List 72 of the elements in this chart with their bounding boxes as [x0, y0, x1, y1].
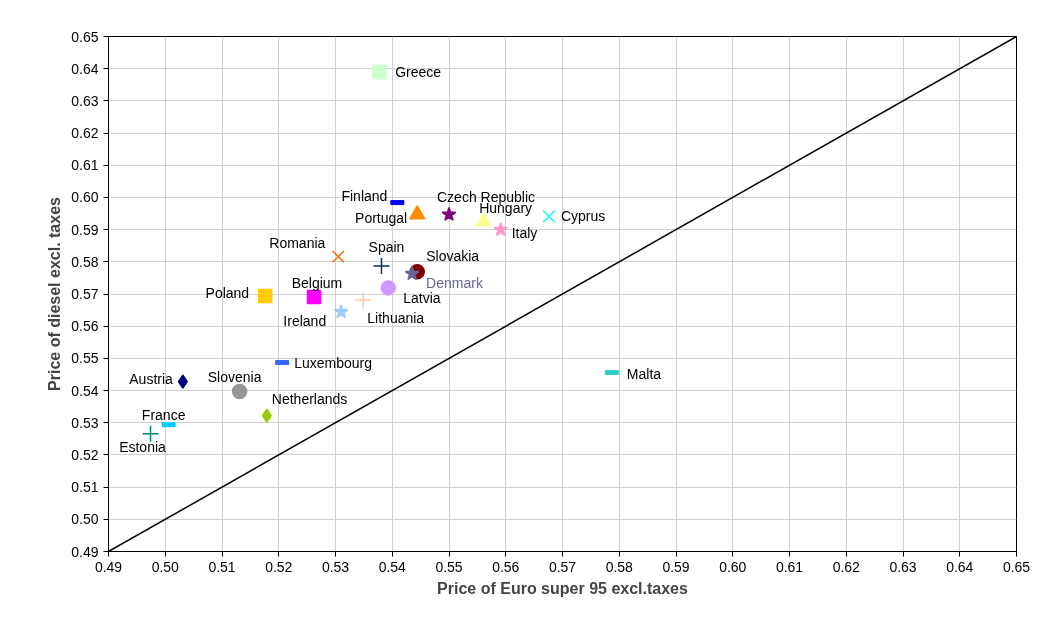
x-axis-title: Price of Euro super 95 excl.taxes	[437, 579, 688, 597]
series-label: Slovenia	[207, 368, 262, 385]
point	[408, 205, 426, 220]
series-label: Greece	[395, 63, 442, 80]
series-label: Latvia	[403, 289, 441, 306]
y-tick-label: 0.53	[71, 414, 99, 431]
x-tick-label: 0.63	[889, 558, 917, 575]
x-tick-label: 0.55	[435, 558, 463, 575]
y-tick-label: 0.50	[71, 511, 99, 528]
x-tick-label: 0.62	[832, 558, 861, 575]
x-tick-label: 0.59	[662, 558, 690, 575]
series-label: Portugal	[355, 210, 408, 227]
x-tick-label: 0.53	[321, 558, 350, 575]
x-tick-label: 0.49	[94, 558, 123, 575]
series-label: Malta	[626, 365, 662, 382]
x-tick-label: 0.57	[548, 558, 577, 575]
y-tick-label: 0.58	[71, 253, 99, 270]
point	[441, 206, 457, 221]
y-tick-label: 0.56	[71, 318, 99, 335]
point	[177, 374, 188, 389]
series-label: Denmark	[426, 274, 484, 291]
y-tick-label: 0.54	[71, 382, 99, 399]
point	[354, 291, 373, 309]
series-label: Ireland	[283, 313, 327, 330]
series-label: Cyprus	[560, 208, 606, 225]
x-tick-label: 0.61	[775, 558, 804, 575]
y-tick-label: 0.51	[71, 479, 99, 496]
y-tick-label: 0.59	[71, 221, 99, 238]
x-tick-label: 0.60	[719, 558, 747, 575]
series-label: Netherlands	[271, 390, 348, 407]
point	[331, 250, 345, 264]
series-label: Slovakia	[426, 247, 480, 264]
point	[371, 64, 387, 80]
point	[372, 257, 391, 275]
y-axis-title: Price of diesel excl. taxes	[46, 196, 64, 391]
point	[333, 304, 349, 319]
y-tick-label: 0.64	[71, 60, 99, 77]
point	[380, 280, 397, 296]
series-label: France	[141, 406, 186, 423]
point	[493, 221, 509, 237]
x-tick-label: 0.58	[605, 558, 634, 575]
series-label: Estonia	[119, 438, 167, 455]
point	[542, 210, 556, 223]
x-tick-label: 0.50	[151, 558, 180, 575]
series-label: Austria	[129, 370, 174, 387]
point	[404, 265, 420, 281]
series-label: Luxembourg	[294, 354, 372, 371]
series-label: Romania	[269, 234, 326, 251]
point	[261, 408, 272, 423]
series-label: Spain	[368, 239, 405, 255]
y-tick-label: 0.65	[71, 28, 99, 45]
y-tick-label: 0.62	[71, 125, 99, 142]
y-tick-label: 0.49	[71, 543, 99, 560]
x-tick-label: 0.64	[946, 558, 974, 575]
series-label: Belgium	[291, 274, 343, 291]
x-tick-label: 0.51	[208, 558, 236, 575]
y-tick-label: 0.52	[71, 446, 99, 463]
y-tick-label: 0.57	[71, 286, 99, 302]
y-tick-label: 0.60	[71, 189, 99, 206]
point	[257, 288, 273, 304]
y-tick-label: 0.63	[71, 92, 99, 109]
series-label: Poland	[205, 284, 250, 301]
series-label: Italy	[511, 224, 538, 241]
series-label: Finland	[341, 187, 388, 204]
y-tick-label: 0.55	[71, 350, 99, 367]
y-tick-label: 0.61	[71, 157, 99, 174]
x-tick-label: 0.56	[492, 558, 520, 575]
series-label: Lithuania	[367, 310, 425, 327]
x-tick-label: 0.65	[1002, 558, 1031, 575]
x-tick-label: 0.54	[378, 558, 407, 575]
point	[231, 383, 248, 400]
x-tick-label: 0.52	[265, 558, 293, 575]
